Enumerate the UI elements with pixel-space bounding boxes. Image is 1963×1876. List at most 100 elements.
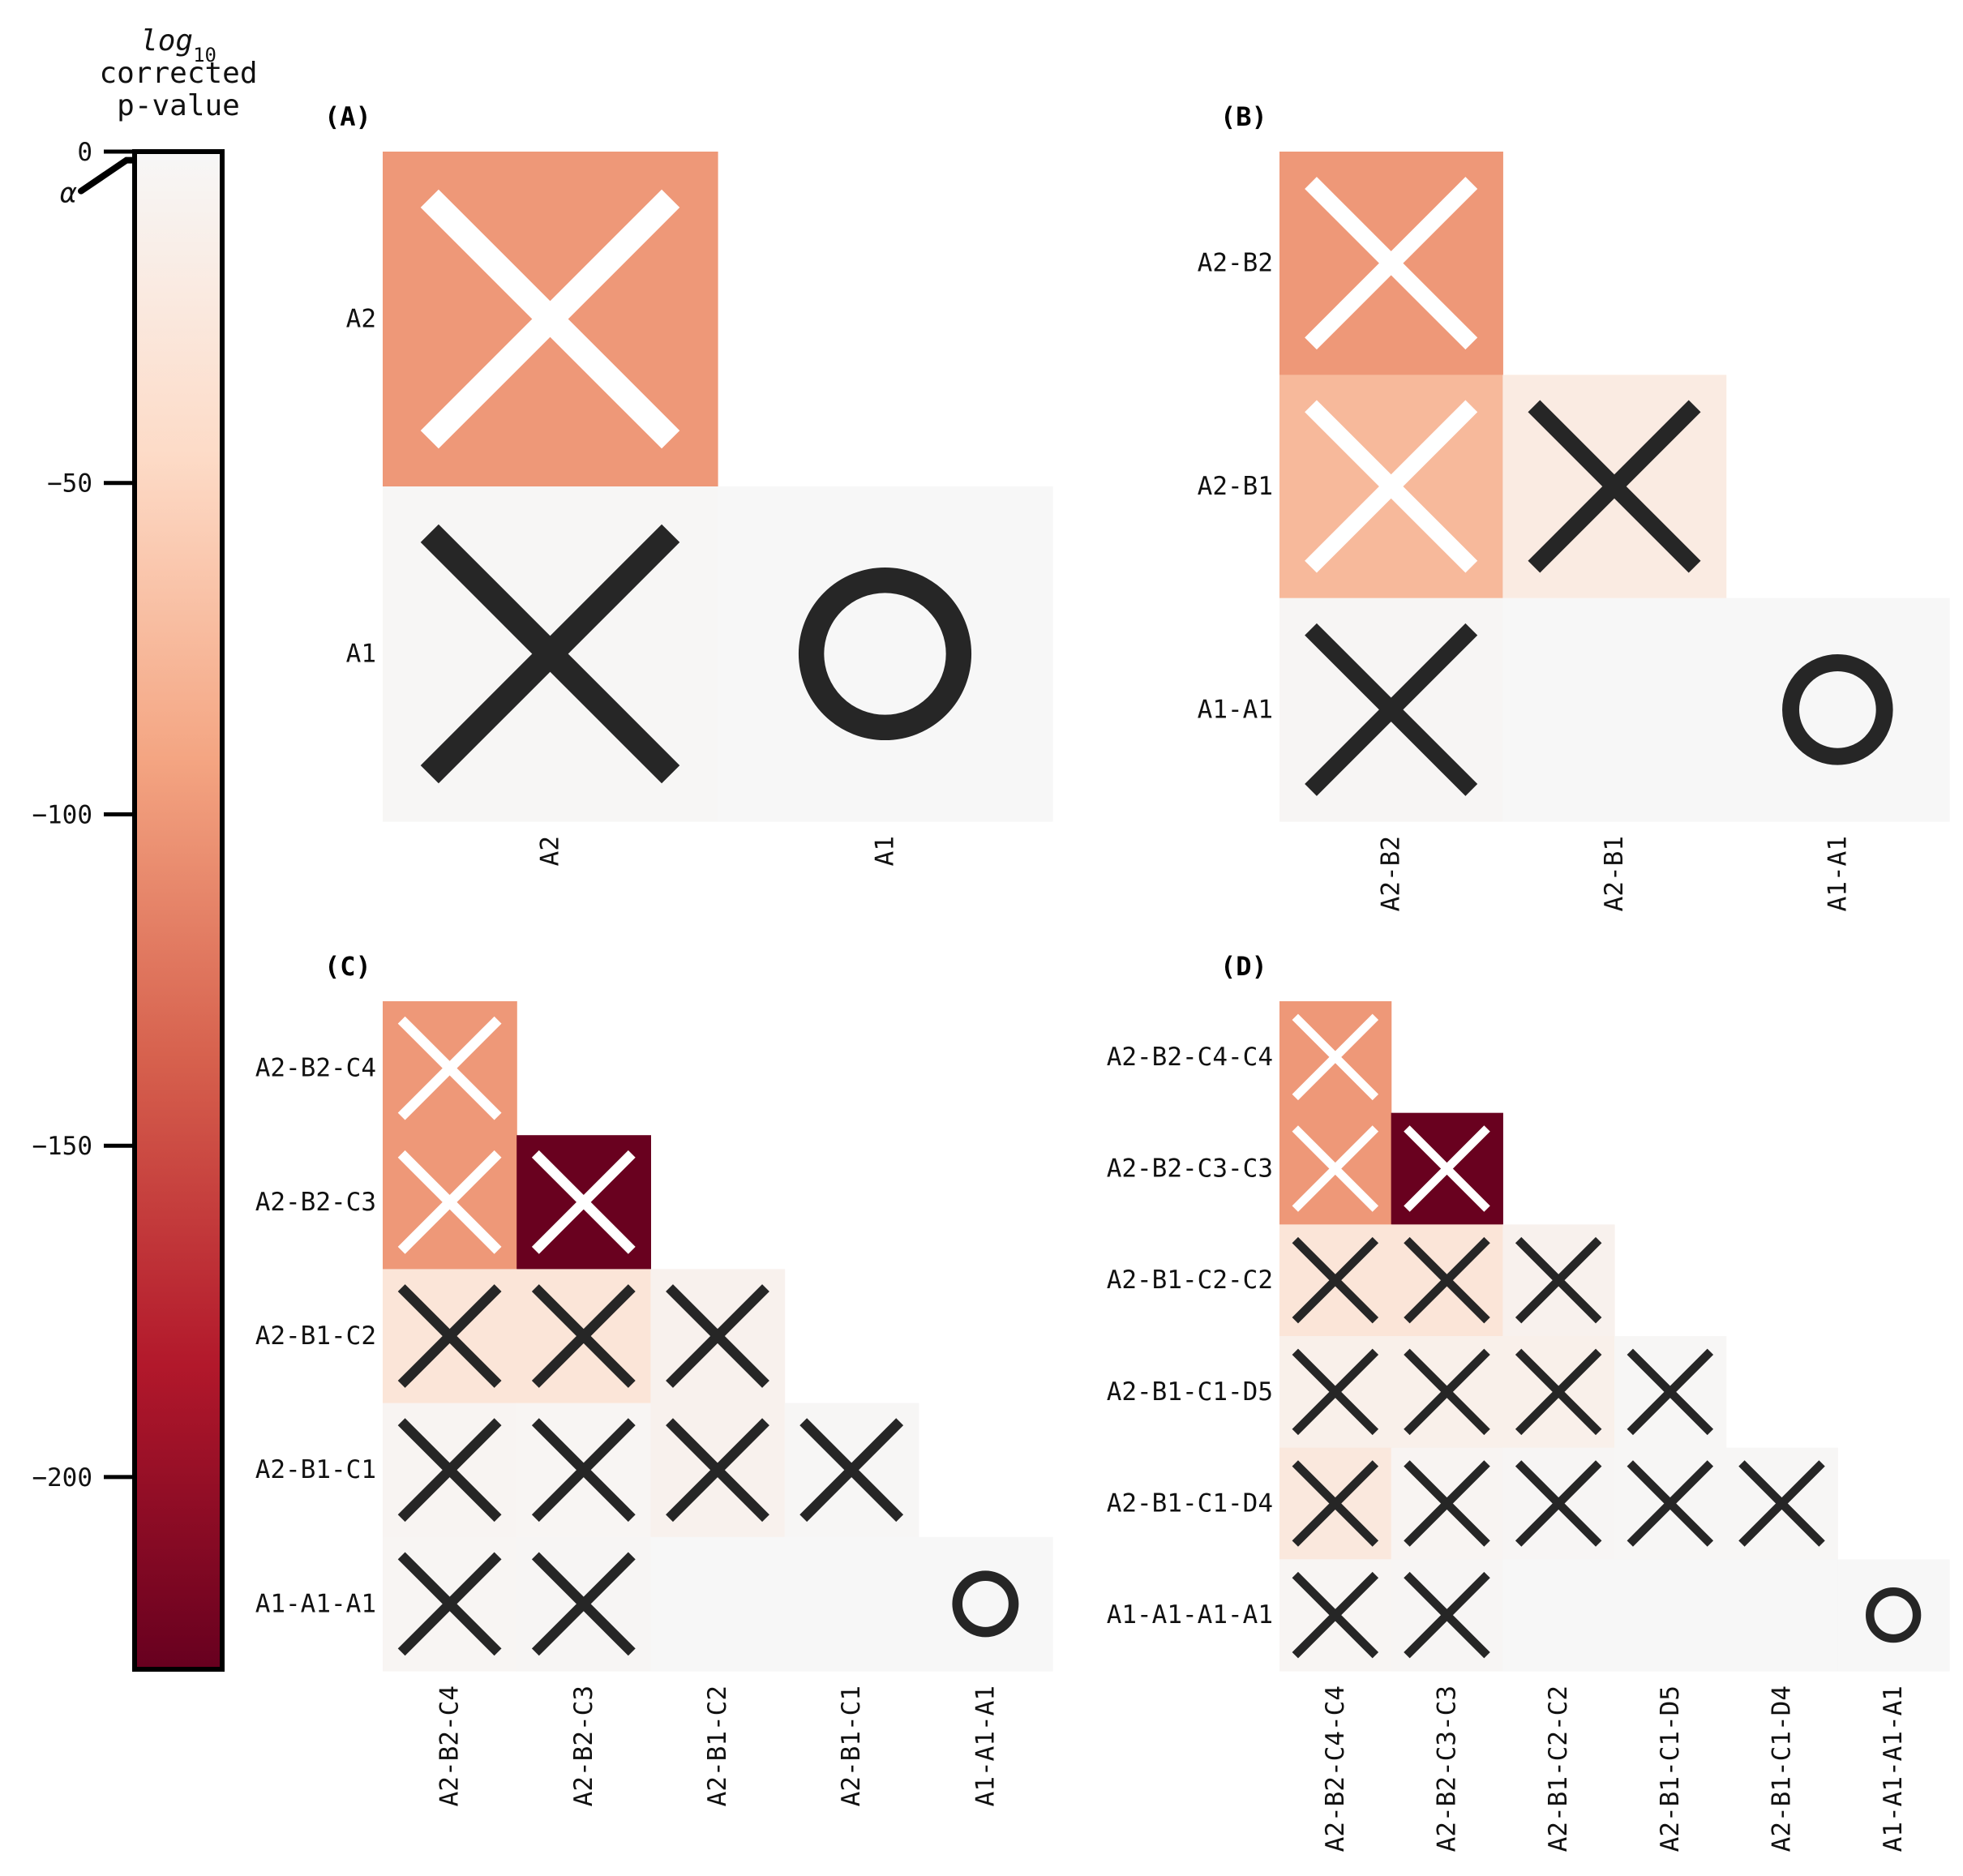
heatmap-panel-c: A2-B2-C4 A2-B2-C3 A2-B1-C2 A2-B1-C1 A1-A1-A1… [255, 1001, 1053, 1806]
panel-label-b: (B) [1220, 101, 1267, 132]
colorbar-tick-label: −150 [32, 1132, 92, 1161]
significant-x-mark [1305, 400, 1478, 573]
heatmap-cell [1614, 1559, 1727, 1672]
significant-x-mark [1305, 623, 1478, 796]
y-tick-label: A2-B1-C2-C2 [1107, 1266, 1273, 1295]
y-tick-label: A1 [346, 640, 376, 669]
x-tick-label: A2-B2-C3 [569, 1685, 598, 1806]
x-tick-label: A1-A1 [1823, 836, 1852, 911]
significant-x-mark [531, 1150, 636, 1254]
alpha-label: α [60, 178, 77, 210]
colorbar-gradient [135, 152, 222, 1669]
significant-x-mark [1305, 177, 1478, 350]
x-tick-label: A2 [536, 836, 565, 866]
significant-x-mark [1738, 1460, 1825, 1547]
x-tick-label: A2-B2-C4-C4 [1321, 1685, 1350, 1852]
colorbar-title-corrected: corrected [99, 57, 257, 90]
x-tick-label: A2-B2 [1377, 836, 1406, 911]
significant-x-mark [1292, 1460, 1379, 1547]
heatmap-cell [784, 1536, 919, 1672]
x-tick-label: A1-A1-A1-A1 [1879, 1685, 1908, 1852]
y-tick-label: A2 [346, 305, 376, 334]
panel-label-d: (D) [1220, 951, 1267, 982]
y-tick-label: A2-B2-C4-C4 [1107, 1043, 1273, 1072]
x-tick-label: A2-B1-C1 [837, 1685, 866, 1806]
significant-x-mark [666, 1284, 769, 1388]
heatmap-panel-a: A2 A1 A2 A1 [346, 152, 1053, 866]
significant-x-mark [1627, 1348, 1714, 1436]
significant-x-mark [1292, 1013, 1379, 1101]
y-tick-label: A2-B2-C3 [255, 1188, 376, 1217]
y-tick-label: A1-A1-A1 [255, 1589, 376, 1618]
significant-x-mark [1404, 1125, 1490, 1212]
colorbar-title-pvalue: p-value [117, 89, 240, 122]
significant-x-mark [1404, 1236, 1490, 1324]
significant-x-mark [1292, 1571, 1379, 1659]
y-tick-label: A2-B1-C1-D5 [1107, 1377, 1273, 1407]
y-tick-label: A2-B2 [1198, 249, 1273, 278]
significant-x-mark [397, 1418, 502, 1523]
significant-x-mark [1292, 1236, 1379, 1324]
significant-x-mark [1404, 1348, 1490, 1436]
diagonal-o-mark [1866, 1587, 1922, 1643]
x-tick-label: A1 [871, 836, 900, 866]
y-tick-label: A2-B1-C1-D4 [1107, 1489, 1273, 1518]
y-tick-label: A2-B1-C2 [255, 1321, 376, 1351]
significant-x-mark [420, 524, 680, 784]
panel-label-c: (C) [324, 951, 371, 982]
heatmap-cell [1725, 597, 1950, 822]
colorbar-ticks: 0 −50 −100 −150 −200 α [32, 138, 222, 1493]
x-tick-label: A2-B2-C3-C3 [1433, 1685, 1462, 1852]
y-tick-label: A2-B1 [1198, 472, 1273, 501]
heatmap-cell [918, 1536, 1053, 1672]
significant-x-mark [531, 1284, 636, 1388]
heatmap-panel-d: A2-B2-C4-C4 A2-B2-C3-C3 A2-B1-C2-C2 A2-B1-C… [1107, 1001, 1950, 1852]
y-tick-label: A2-B2-C4 [255, 1054, 376, 1083]
significant-x-mark [1627, 1460, 1714, 1547]
significant-x-mark [1292, 1125, 1379, 1212]
x-tick-label: A2-B1-C2 [703, 1685, 732, 1806]
heatmap-cell [1837, 1559, 1950, 1672]
significant-x-mark [397, 1552, 502, 1656]
significant-x-mark [531, 1418, 636, 1523]
heatmap-cell [1502, 1559, 1615, 1672]
x-tick-label: A1-A1-A1 [971, 1685, 1000, 1806]
colorbar-tick-label: −200 [32, 1463, 92, 1493]
significant-x-mark [397, 1284, 502, 1388]
heatmap-cell [1725, 1559, 1838, 1672]
colorbar-tick-label: −50 [47, 469, 92, 499]
significant-x-mark [1292, 1348, 1379, 1436]
x-tick-label: A2-B1-C1-D4 [1768, 1685, 1797, 1852]
significant-x-mark [1515, 1236, 1602, 1324]
significant-x-mark [1528, 400, 1701, 573]
significant-x-mark [799, 1418, 904, 1523]
significant-x-mark [1515, 1460, 1602, 1547]
x-tick-label: A2-B1 [1600, 836, 1629, 911]
diagonal-o-mark [1782, 654, 1893, 765]
y-tick-label: A2-B2-C3-C3 [1107, 1154, 1273, 1184]
significant-x-mark [531, 1552, 636, 1656]
heatmap-cell [718, 486, 1053, 822]
significant-x-mark [397, 1150, 502, 1254]
heatmap-cell [650, 1536, 786, 1672]
heatmap-panel-b: A2-B2 A2-B1 A1-A1 A2-B2 A2-B1 A1-A1 [1198, 152, 1950, 911]
panel-label-a: (A) [324, 101, 371, 132]
colorbar-tick-label: −100 [32, 800, 92, 829]
significant-x-mark [1515, 1348, 1602, 1436]
diagonal-o-mark [952, 1570, 1019, 1638]
colorbar-title-log: log10 [140, 24, 216, 66]
significant-x-mark [397, 1016, 502, 1120]
y-tick-label: A1-A1-A1-A1 [1107, 1600, 1273, 1630]
significant-x-mark [420, 189, 680, 449]
significant-x-mark [1404, 1460, 1490, 1547]
significant-x-mark [666, 1418, 769, 1523]
heatmap-cell [1502, 597, 1727, 822]
diagonal-o-mark [798, 567, 972, 741]
y-tick-label: A2-B1-C1 [255, 1455, 376, 1484]
x-tick-label: A2-B1-C2-C2 [1544, 1685, 1573, 1852]
y-tick-label: A1-A1 [1198, 695, 1273, 724]
significant-x-mark [1404, 1571, 1490, 1659]
colorbar: log10 corrected p-value 0 −50 −100 −150 −200… [32, 24, 257, 1493]
